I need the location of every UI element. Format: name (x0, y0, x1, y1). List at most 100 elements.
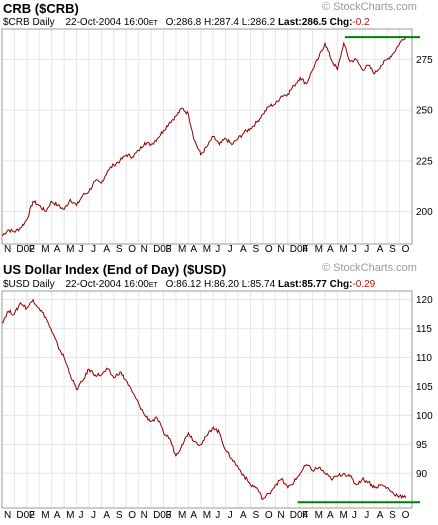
y-tick-label-crb: 275 (416, 55, 433, 66)
plot-frame-usd (1, 290, 413, 509)
x-tick-label-crb: M (178, 244, 186, 255)
x-tick-label-crb: F (302, 244, 308, 255)
x-tick-label-crb: M (41, 244, 49, 255)
x-tick-label-usd: O (402, 510, 410, 521)
info-bar-crb: $CRB Daily 22-Oct-2004 16:00ET O:286.8 H… (3, 16, 415, 29)
x-tick-label-usd: M (203, 510, 211, 521)
x-tick-label-crb: J (228, 244, 233, 255)
x-tick-label-crb: J (364, 244, 369, 255)
x-tick-label-usd: M (41, 510, 49, 521)
info-symbol: $USD Daily (3, 279, 55, 290)
info-chg-label: Chg: (329, 17, 353, 28)
x-tick-label-crb: J (352, 244, 357, 255)
x-tick-label-usd: N (141, 510, 148, 521)
x-tick-label-crb: F (166, 244, 172, 255)
x-tick-label-usd: D04 (290, 510, 309, 521)
x-tick-label-usd: M (66, 510, 74, 521)
x-tick-label-crb: D03 (153, 244, 172, 255)
info-open: O:286.8 (165, 17, 202, 28)
price-line-shadow-usd (2, 299, 407, 500)
info-date: 22-Oct-2004 16:00 (65, 279, 149, 290)
x-tick-label-crb: S (116, 244, 123, 255)
info-date: 22-Oct-2004 16:00 (65, 17, 149, 28)
x-tick-label-usd: D02 (16, 510, 35, 521)
info-tz: ET (148, 20, 158, 27)
x-tick-label-usd: F (302, 510, 308, 521)
x-tick-label-usd: A (327, 510, 334, 521)
x-tick-label-crb: S (389, 244, 396, 255)
x-tick-label-usd: N (277, 510, 284, 521)
x-tick-label-usd: M (339, 510, 347, 521)
x-tick-label-crb: S (252, 244, 259, 255)
x-tick-label-crb: M (339, 244, 347, 255)
y-tick-label-usd: 105 (416, 382, 433, 393)
watermark-crb: © StockCharts.com (322, 1, 417, 13)
y-tick-label-crb: 225 (416, 156, 433, 167)
x-tick-label-usd: A (377, 510, 384, 521)
y-tick-label-crb: 200 (416, 207, 433, 218)
x-tick-label-usd: S (389, 510, 396, 521)
x-tick-label-crb: M (315, 244, 323, 255)
y-tick-label-usd: 110 (416, 353, 432, 364)
x-tick-label-usd: O (265, 510, 273, 521)
y-tick-label-usd: 95 (416, 440, 428, 451)
price-line-crb (1, 35, 407, 237)
info-symbol: $CRB Daily (3, 17, 55, 28)
watermark-usd: © StockCharts.com (322, 262, 417, 274)
x-tick-label-usd: A (103, 510, 110, 521)
x-tick-label-usd: N (4, 510, 11, 521)
x-tick-label-usd: M (315, 510, 323, 521)
x-tick-label-usd: J (91, 510, 96, 521)
y-tick-label-usd: 115 (416, 324, 432, 335)
info-low: L:85.74 (241, 279, 276, 290)
x-tick-label-crb: A (54, 244, 61, 255)
x-tick-label-crb: D04 (290, 244, 309, 255)
info-high: H:86.20 (203, 279, 239, 290)
x-tick-label-crb: D02 (16, 244, 35, 255)
y-tick-label-usd: 90 (416, 469, 428, 480)
x-tick-label-usd: A (54, 510, 61, 521)
price-line-shadow-crb (1, 36, 407, 237)
x-tick-label-crb: O (402, 244, 410, 255)
y-tick-label-usd: 120 (416, 295, 433, 306)
x-tick-label-crb: J (79, 244, 84, 255)
chart-title-usd: US Dollar Index (End of Day) ($USD) (3, 262, 227, 277)
info-bar-usd: $USD Daily 22-Oct-2004 16:00ET O:86.12 H… (3, 278, 415, 291)
x-tick-label-usd: F (166, 510, 172, 521)
x-tick-label-usd: J (228, 510, 233, 521)
x-tick-label-usd: J (79, 510, 84, 521)
info-chg-label: Chg: (329, 279, 353, 290)
x-tick-label-usd: A (190, 510, 197, 521)
plot-frame-crb (1, 28, 413, 245)
price-line-usd (2, 298, 407, 500)
x-tick-label-usd: F (29, 510, 35, 521)
x-tick-label-crb: A (327, 244, 334, 255)
chart-title-crb: CRB ($CRB) (3, 1, 79, 16)
x-tick-label-crb: M (66, 244, 74, 255)
x-tick-label-crb: A (240, 244, 247, 255)
x-tick-label-crb: M (203, 244, 211, 255)
x-tick-label-crb: F (29, 244, 35, 255)
x-tick-label-crb: O (265, 244, 273, 255)
x-tick-label-usd: J (364, 510, 369, 521)
info-tz: ET (148, 282, 158, 289)
info-chg-value: -0.2 (352, 17, 370, 28)
x-tick-label-crb: A (103, 244, 110, 255)
x-tick-label-usd: J (215, 510, 220, 521)
x-tick-label-usd: M (178, 510, 186, 521)
x-tick-label-crb: J (215, 244, 220, 255)
y-tick-label-crb: 250 (416, 106, 433, 117)
x-tick-label-crb: N (141, 244, 148, 255)
x-tick-label-usd: A (240, 510, 247, 521)
x-tick-label-crb: N (277, 244, 284, 255)
info-last: Last:286.5 (277, 17, 327, 28)
x-tick-label-usd: S (116, 510, 123, 521)
x-tick-label-usd: O (128, 510, 136, 521)
x-tick-label-crb: O (128, 244, 136, 255)
info-open: O:86.12 (165, 279, 202, 290)
info-chg-value: -0.29 (352, 279, 376, 290)
info-high: H:287.4 (203, 17, 239, 28)
x-tick-label-crb: J (91, 244, 96, 255)
y-tick-label-usd: 100 (416, 411, 433, 422)
